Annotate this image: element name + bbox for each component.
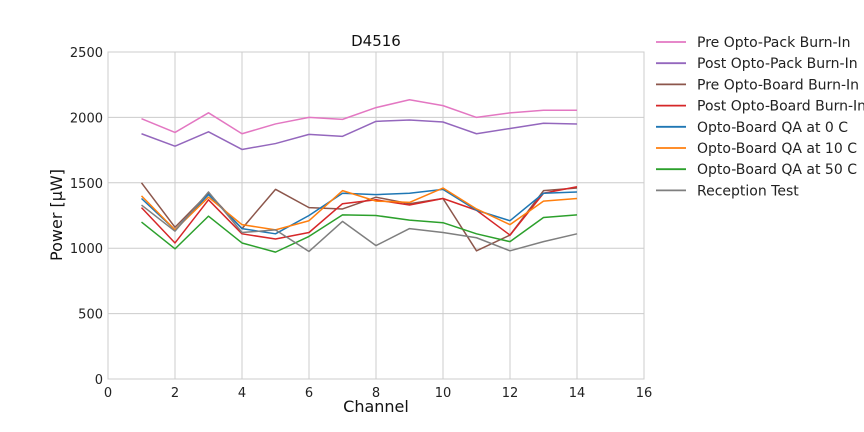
- x-tick-label: 16: [636, 386, 653, 401]
- series-line-7: [141, 214, 578, 253]
- y-tick-label: 1000: [70, 242, 103, 257]
- legend-entry: Pre Opto-Pack Burn-In: [697, 35, 851, 51]
- legend-entry: Reception Test: [697, 183, 799, 199]
- x-tick-label: 14: [569, 386, 586, 401]
- x-tick-label: 4: [238, 386, 246, 401]
- y-tick-label: 0: [95, 373, 103, 388]
- y-tick-label: 500: [78, 308, 103, 323]
- y-axis-label: Power [μW]: [47, 169, 66, 261]
- x-tick-label: 8: [372, 386, 380, 401]
- x-tick-label: 10: [435, 386, 452, 401]
- plot-area: 0 2 4 6 8 10 12 14 16 0 500 1000 1500 2000 2500: [70, 46, 652, 401]
- y-tick-label: 2500: [70, 46, 103, 61]
- series-line-6: [140, 187, 578, 231]
- legend-entry: Opto-Board QA at 50 C: [697, 162, 857, 178]
- legend-entry: Post Opto-Board Burn-In: [697, 99, 864, 115]
- legend-entry: Opto-Board QA at 10 C: [697, 141, 857, 157]
- legend-entry: Pre Opto-Board Burn-In: [697, 77, 859, 93]
- x-tick-label: 0: [104, 386, 112, 401]
- chart-title: D4516: [351, 32, 401, 50]
- y-tick-label: 2000: [70, 111, 103, 126]
- legend: Pre Opto-Pack Burn-In Post Opto-Pack Burn…: [656, 35, 864, 199]
- legend-entry: Post Opto-Pack Burn-In: [697, 56, 858, 72]
- series-line-2: [141, 119, 578, 151]
- y-tick-label: 1500: [70, 177, 103, 192]
- legend-entry: Opto-Board QA at 0 C: [697, 120, 848, 136]
- series-line-5: [140, 188, 578, 235]
- series-line-4: [140, 185, 578, 244]
- series-line-8: [141, 191, 578, 253]
- x-axis-label: Channel: [343, 397, 409, 416]
- x-tick-label: 6: [305, 386, 313, 401]
- series-line-1: [141, 98, 577, 135]
- plot-frame: [107, 51, 645, 380]
- x-tick-label: 12: [502, 386, 519, 401]
- x-tick-label: 2: [171, 386, 179, 401]
